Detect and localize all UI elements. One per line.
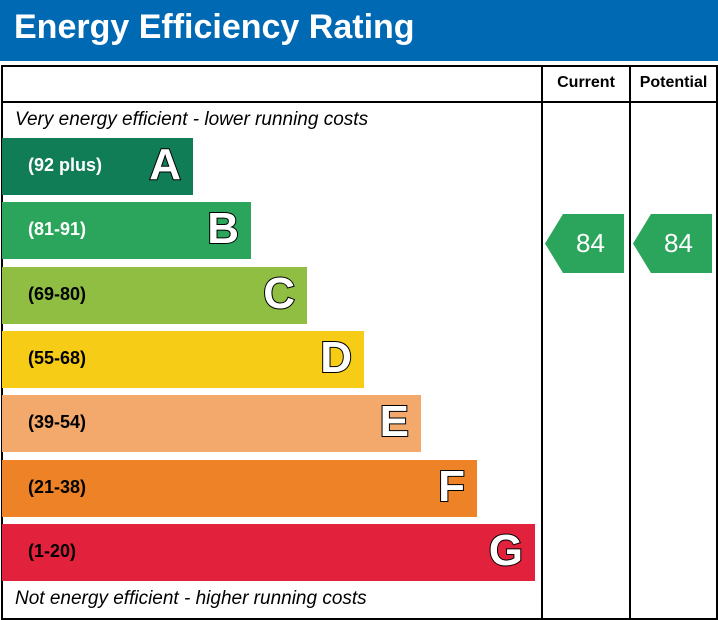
- current-arrow-shape: [545, 214, 624, 273]
- band-d: (55-68) D: [2, 330, 364, 388]
- chart-title: Energy Efficiency Rating: [14, 8, 415, 46]
- current-column-header: Current: [557, 74, 615, 91]
- band-range: (21-38): [28, 476, 87, 497]
- band-e: (39-54) E: [2, 395, 421, 453]
- band-c: (69-80) C: [2, 266, 307, 324]
- band-a: (92 plus) A: [2, 138, 193, 195]
- band-range: (81-91): [28, 219, 87, 240]
- band-letter: A: [148, 139, 182, 190]
- bottom-note: Not energy efficient - higher running co…: [15, 588, 367, 609]
- title-bar: Energy Efficiency Rating: [0, 0, 718, 61]
- band-range: (55-68): [28, 347, 87, 368]
- band-letter: B: [206, 203, 240, 254]
- header-divider: [1, 101, 716, 103]
- potential-rating-value: 84: [664, 228, 693, 258]
- band-range: (1-20): [28, 540, 77, 561]
- potential-rating-arrow: 84: [633, 214, 712, 273]
- band-b: (81-91) B: [2, 202, 251, 260]
- band-range: (92 plus): [28, 155, 103, 175]
- potential-arrow-shape: [633, 214, 712, 273]
- band-letter: F: [437, 461, 466, 512]
- current-rating-value: 84: [576, 228, 605, 258]
- potential-column-header: Potential: [639, 74, 708, 91]
- band-range: (39-54): [28, 412, 87, 433]
- column-divider-current: [541, 65, 543, 618]
- column-divider-potential: [629, 65, 631, 618]
- band-letter: D: [319, 332, 353, 383]
- band-f: (21-38) F: [2, 459, 477, 517]
- band-g: (1-20) G: [2, 523, 535, 581]
- band-range: (69-80): [28, 283, 87, 304]
- band-letter: E: [379, 396, 410, 447]
- band-letter: G: [488, 525, 524, 576]
- top-note: Very energy efficient - lower running co…: [15, 109, 369, 130]
- current-rating-arrow: 84: [545, 214, 624, 273]
- band-letter: C: [262, 268, 296, 319]
